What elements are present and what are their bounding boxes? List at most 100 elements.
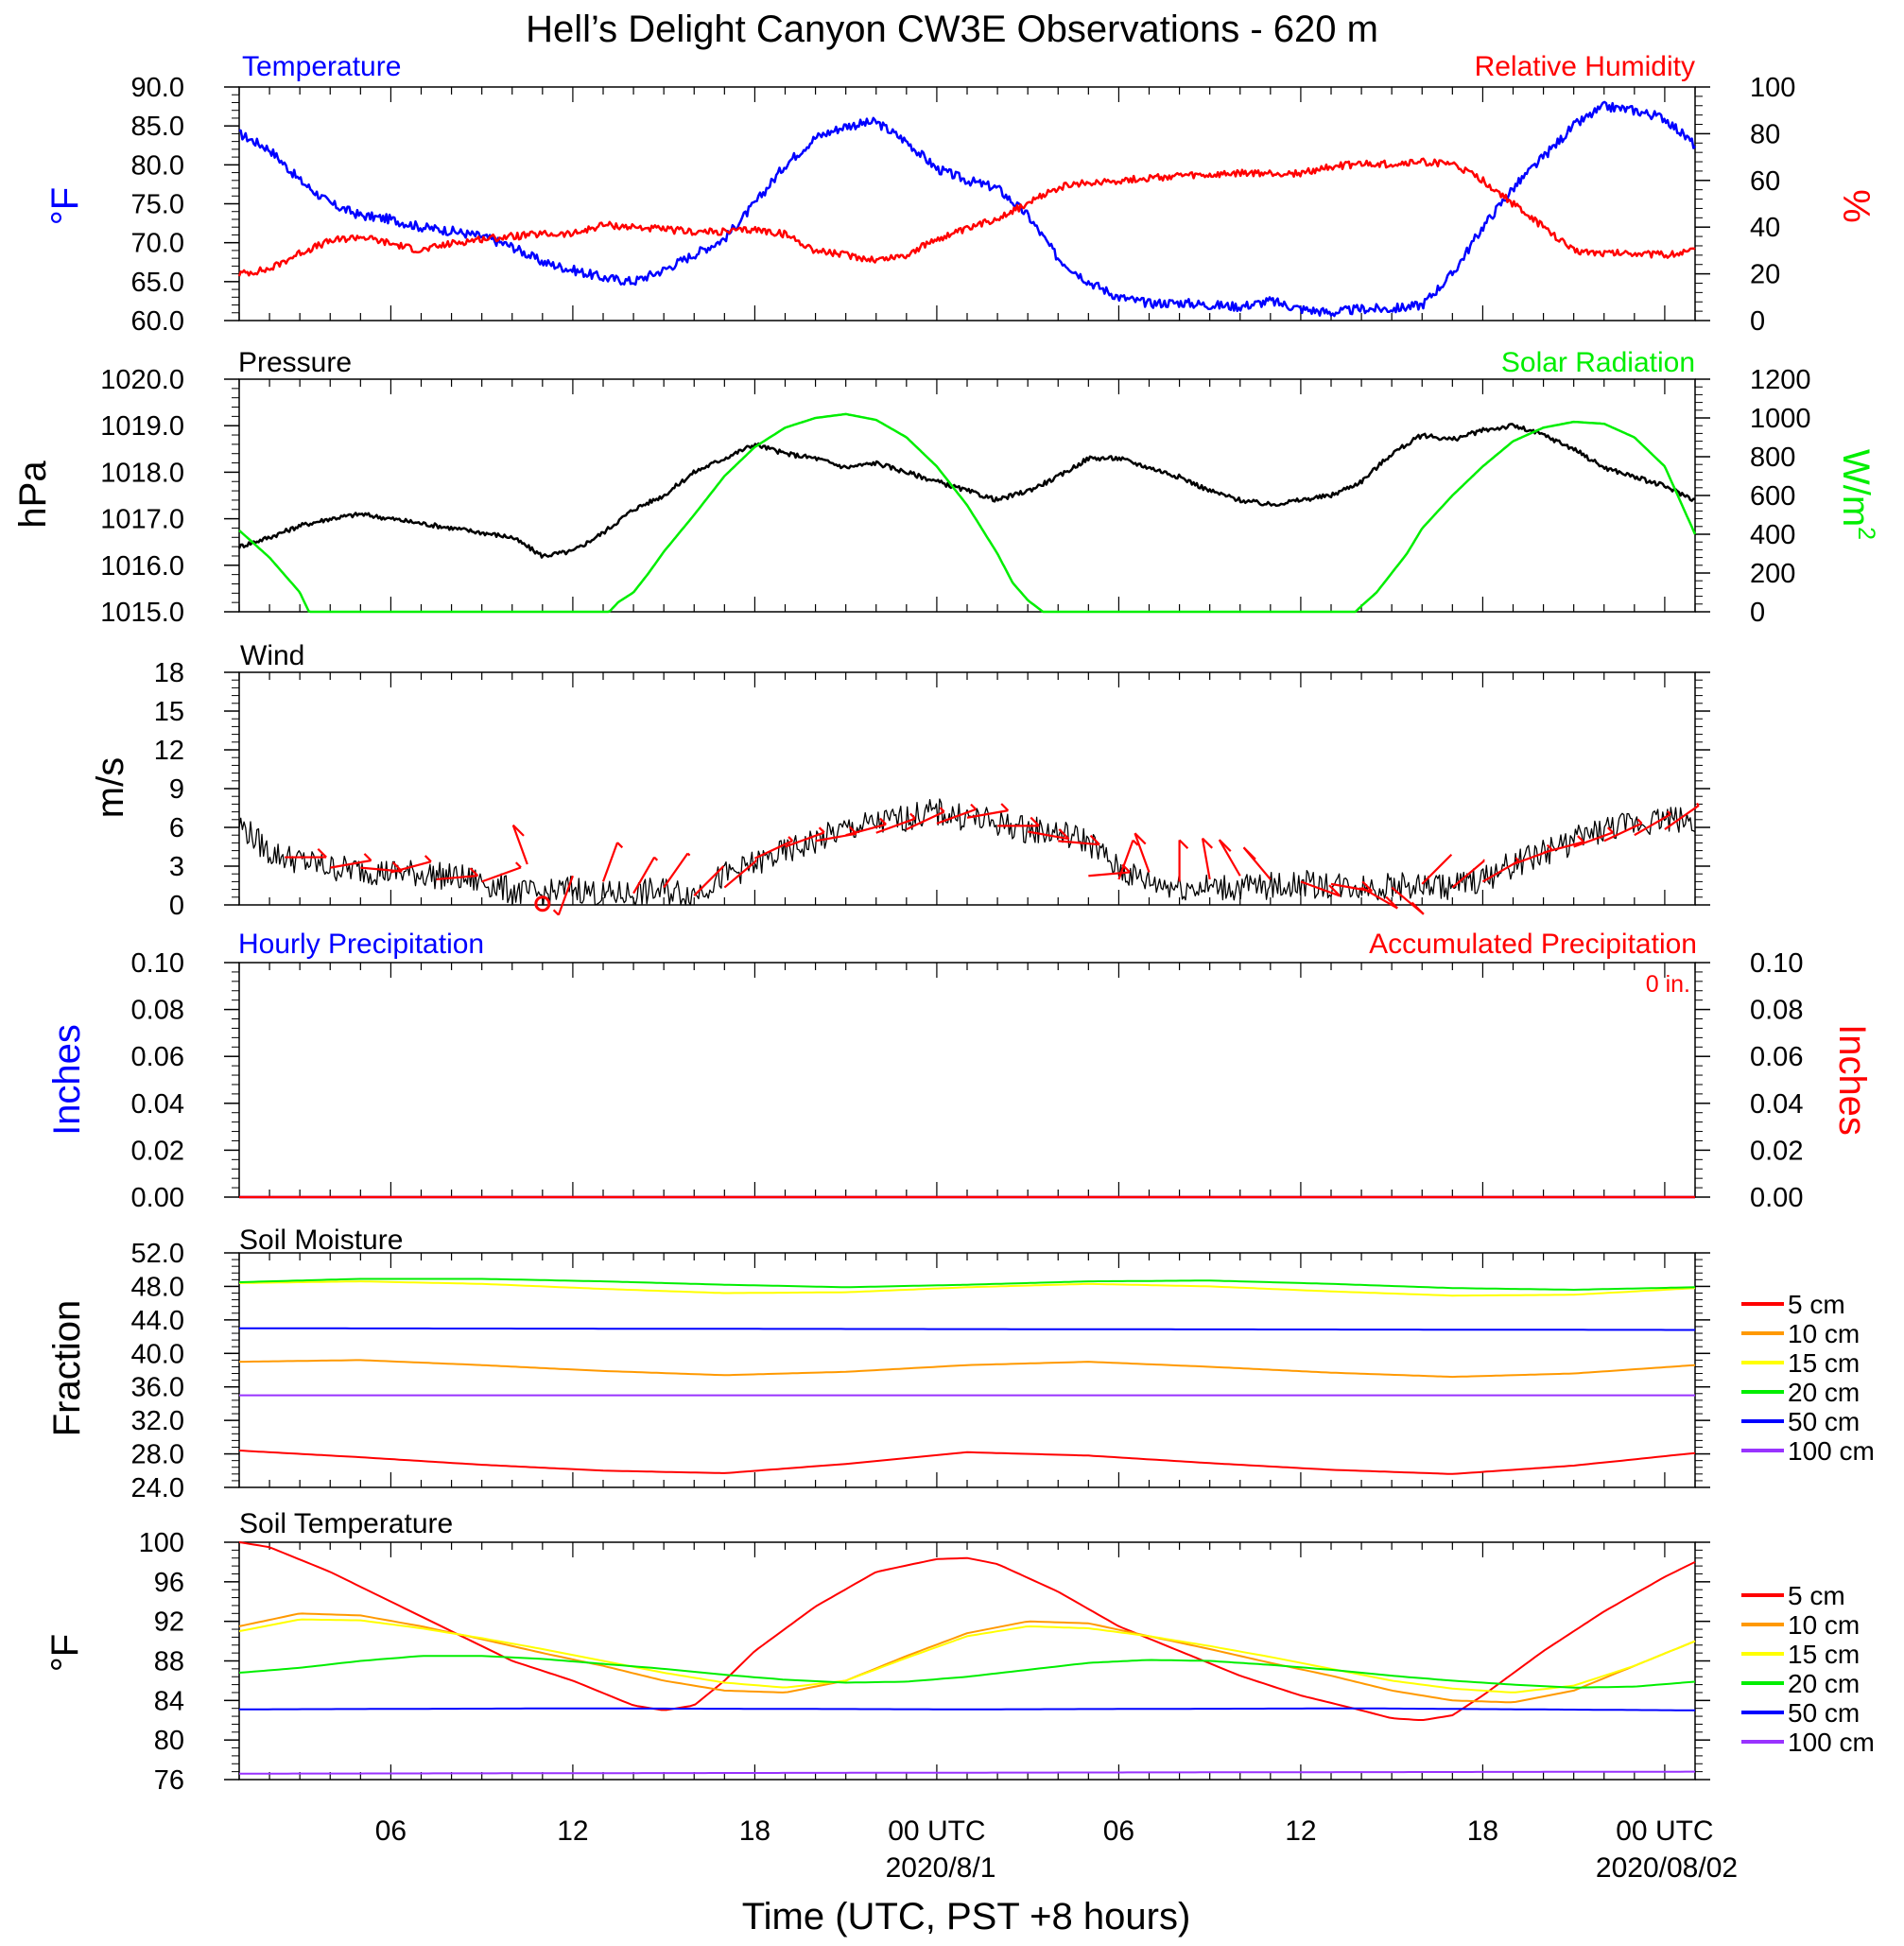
- wind-barb-flag: [879, 817, 887, 825]
- series-line-temperature: [238, 100, 1696, 318]
- y-axis-label-solar-radiation: W/m2: [1835, 449, 1879, 540]
- panel-title-temperature: Temperature: [242, 51, 401, 82]
- wind-barb: [1058, 840, 1100, 846]
- panel-wind: Wind m/s: [90, 640, 304, 818]
- wind-barb-flag: [1242, 846, 1256, 860]
- y-tick-label: 70.0: [131, 229, 184, 259]
- y-axis-label-soil-moisture: Fraction: [46, 1300, 88, 1437]
- series-line-5-cm: [238, 1541, 1696, 1721]
- y-tick-label: 6: [169, 813, 184, 843]
- wind-barb-flag: [1030, 816, 1040, 827]
- legend-label-15-cm: 15 cm: [1788, 1640, 1860, 1669]
- y2-tick-label: 80: [1750, 119, 1780, 149]
- y-tick-label: 3: [169, 852, 184, 882]
- panel-title-soil-temperature: Soil Temperature: [239, 1508, 453, 1539]
- wind-barb-flag: [1132, 839, 1139, 846]
- series-line-50-cm: [239, 1707, 1695, 1711]
- wind-barb: [693, 865, 725, 896]
- wind-barb-flag: [970, 803, 978, 810]
- wind-barb-flag: [1202, 837, 1213, 849]
- wind-barb-flag: [1178, 839, 1189, 849]
- y-tick-label: 1020.0: [100, 365, 184, 395]
- wind-barb: [1300, 880, 1341, 897]
- y-tick-label: 0.00: [131, 1183, 184, 1213]
- y-tick-label: 96: [154, 1568, 184, 1598]
- wind-barb: [1664, 804, 1700, 830]
- wind-barb-flag: [1058, 828, 1070, 840]
- y2-tick-label: 0.08: [1750, 996, 1803, 1026]
- y2-tick-label: 0.02: [1750, 1136, 1803, 1166]
- series-line-100-cm: [239, 1770, 1695, 1775]
- wind-barb: [1603, 822, 1643, 843]
- wind-barb: [511, 825, 528, 865]
- panel-title-wind: Wind: [240, 640, 304, 671]
- panel-title-hourly-precipitation: Hourly Precipitation: [238, 929, 484, 960]
- calm-wind-marker: [534, 895, 551, 912]
- series-line-20-cm: [238, 1277, 1696, 1291]
- wind-barb: [557, 875, 574, 915]
- y-tick-label: 40.0: [131, 1339, 184, 1369]
- wind-barb-flag: [1636, 818, 1643, 825]
- y-axis-label-wind: m/s: [90, 757, 131, 818]
- wind-barb-flag: [1134, 832, 1147, 845]
- wind-barb-flag: [1515, 857, 1520, 862]
- wind-barb-flag: [1000, 803, 1010, 811]
- y-tick-label: 0.04: [131, 1089, 184, 1120]
- y-tick-label: 1016.0: [100, 551, 184, 582]
- y-tick-label: 92: [154, 1607, 184, 1638]
- y2-tick-label: 20: [1750, 260, 1780, 290]
- legend-label-50-cm: 50 cm: [1788, 1407, 1860, 1436]
- legend-label-15-cm: 15 cm: [1788, 1348, 1860, 1378]
- plot-frame: [238, 1541, 1696, 1781]
- x-tick-label: 18: [1467, 1816, 1498, 1847]
- panel-soil-temperature: Soil Temperature °F: [44, 1508, 453, 1672]
- y2-tick-label: 0.04: [1750, 1089, 1803, 1120]
- y-tick-label: 88: [154, 1647, 184, 1677]
- y-tick-label: 75.0: [131, 190, 184, 220]
- y-tick-label: 9: [169, 774, 184, 805]
- y2-tick-label: 600: [1750, 481, 1795, 512]
- wind-barb: [875, 817, 916, 834]
- wind-barb: [663, 852, 689, 889]
- y-tick-label: 28.0: [131, 1440, 184, 1470]
- y-tick-label: 48.0: [131, 1272, 184, 1302]
- x-tick-label: 00 UTC: [1616, 1816, 1713, 1847]
- y-tick-label: 0.10: [131, 948, 184, 979]
- y-tick-label: 44.0: [131, 1306, 184, 1336]
- y2-tick-label: 200: [1750, 559, 1795, 589]
- chart-marks: 90.085.080.075.070.065.060.0100806040200…: [100, 73, 1875, 1847]
- wind-barb-flag: [686, 852, 691, 857]
- wind-barb: [601, 842, 619, 882]
- wind-barb-flag: [511, 824, 525, 837]
- wind-barb: [1027, 830, 1069, 841]
- x-tick-label: 18: [739, 1816, 770, 1847]
- legend-label-20-cm: 20 cm: [1788, 1669, 1860, 1698]
- x-tick-label: 06: [375, 1816, 407, 1847]
- y-tick-label: 0.06: [131, 1042, 184, 1072]
- y2-tick-label: 60: [1750, 166, 1780, 197]
- wind-barb: [1360, 886, 1398, 910]
- y-tick-label: 15: [154, 697, 184, 727]
- y-tick-label: 80: [154, 1726, 184, 1756]
- y2-tick-label: 0: [1750, 598, 1765, 628]
- y-tick-label: 52.0: [131, 1239, 184, 1269]
- wind-barb-flag: [653, 856, 659, 861]
- y2-tick-label: 40: [1750, 213, 1780, 243]
- x-tick-label: 12: [557, 1816, 588, 1847]
- y-tick-label: 12: [154, 736, 184, 766]
- y-tick-label: 84: [154, 1686, 184, 1716]
- series-line-pressure: [237, 423, 1695, 559]
- plot-frame: [238, 671, 1696, 906]
- panel-2-marks: 18 15 12 9 6 3 0: [154, 658, 1710, 921]
- wind-barb-flag: [469, 867, 479, 877]
- wind-barb: [1543, 841, 1584, 854]
- panel-title-soil-moisture: Soil Moisture: [239, 1225, 403, 1256]
- y-tick-label: 36.0: [131, 1373, 184, 1403]
- wind-barb: [436, 875, 478, 881]
- panel-title-relative-humidity: Relative Humidity: [1475, 51, 1695, 82]
- series-line-wind: [238, 798, 1696, 906]
- y-tick-label: 65.0: [131, 268, 184, 298]
- wind-barb-flag: [317, 847, 327, 859]
